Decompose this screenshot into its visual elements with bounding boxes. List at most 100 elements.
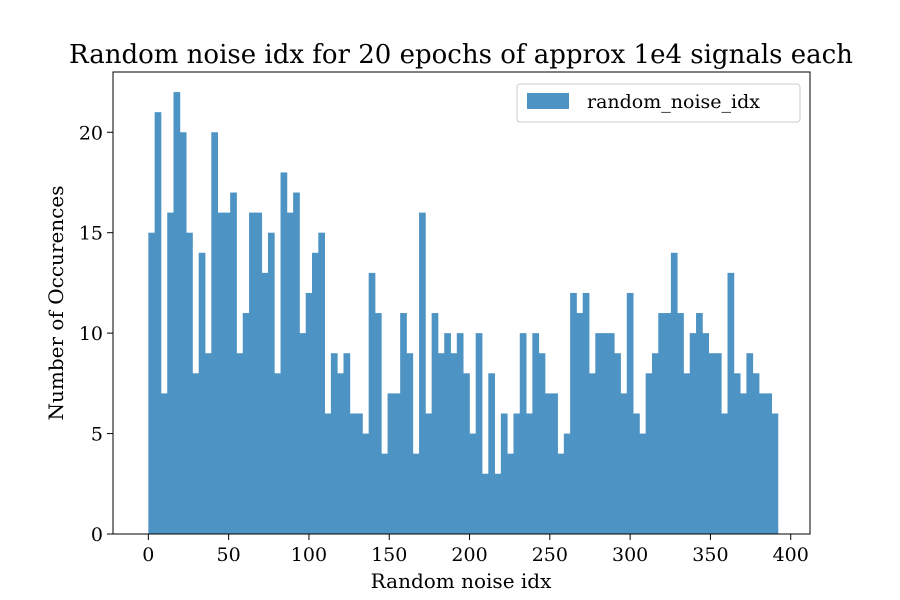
histogram-bar [633,413,640,534]
histogram-bar [658,313,665,534]
histogram-bar [387,393,395,534]
x-axis-label: Random noise idx [371,569,552,593]
histogram-bar [324,413,332,534]
histogram-bar [595,333,603,534]
histogram-bar [475,333,483,534]
histogram-bar [374,313,382,534]
histogram-bar [607,333,615,534]
histogram-bar [261,272,269,534]
histogram-bar [765,393,772,534]
histogram-bar [752,373,760,534]
histogram-bar [500,413,508,534]
histogram-bar [758,393,766,534]
histogram-bar [223,212,231,535]
histogram-bar [507,453,514,534]
x-tick-label: 0 [142,544,154,566]
histogram-bar [437,353,445,534]
legend: random_noise_idx [516,83,801,123]
histogram-bar [198,252,206,534]
legend-swatch [527,93,569,109]
histogram-bar [513,413,521,534]
histogram-bar [425,413,433,534]
histogram-bar [419,212,426,535]
histogram-bar [192,373,200,534]
x-tick-label: 50 [217,544,241,566]
chart-title: Random noise idx for 20 epochs of approx… [69,40,853,70]
histogram-bar [249,212,256,535]
histogram-bar [362,433,370,534]
histogram-bar [343,353,351,534]
histogram-bar [740,393,747,534]
histogram-bar [469,433,477,534]
histogram-bar [576,313,584,534]
histogram-bar [708,353,716,534]
histogram-bar [526,413,533,534]
histogram-bar [217,212,225,535]
histogram-bar [727,272,735,534]
histogram-bar [589,373,596,534]
histogram-bar [677,313,684,534]
histogram-bar [733,373,741,534]
y-axis-label: Number of Occurences [44,186,68,421]
legend-label: random_noise_idx [587,91,760,113]
histogram-bar [696,313,703,534]
histogram-bar [714,353,722,534]
histogram-bar [689,333,697,534]
histogram-bar [431,313,439,534]
histogram-bar [582,292,590,534]
histogram-bar [532,333,540,534]
histogram-bar [305,292,313,534]
x-tick-label: 150 [371,544,407,566]
histogram-bar [337,373,344,534]
x-tick-label: 200 [451,544,487,566]
histogram-bar [293,192,300,534]
histogram-bar [538,353,546,534]
histogram-bar [230,192,237,534]
histogram-bar [167,212,174,535]
histogram-bar [381,453,388,534]
histogram-bar [242,313,250,534]
histogram-bar [444,333,451,534]
legend-box [516,83,801,123]
histogram-bar [570,292,577,534]
histogram-bar [563,433,571,534]
y-tick-label: 15 [79,223,103,245]
histogram-bar [626,292,634,534]
histogram-bar [746,353,754,534]
histogram-bar [620,393,628,534]
histogram-bar [651,353,659,534]
x-axis-ticks: 0 50 100 150 200 250 300 350 400 [142,534,809,566]
plot-frame [112,71,811,535]
x-tick-label: 350 [692,544,728,566]
histogram-bar [160,393,168,534]
histogram-bar [267,232,275,534]
histogram-bar [286,212,294,535]
x-tick-label: 250 [532,544,568,566]
histogram-bar [412,453,420,534]
histogram-bar [771,413,779,534]
histogram-bar [368,272,376,534]
histogram-bar [702,333,710,534]
histogram-bar [406,353,414,534]
histogram-bar [450,353,458,534]
histogram-bar [148,232,156,534]
histogram-bar [236,353,244,534]
histogram-bar [456,333,464,534]
histogram-bar [494,473,502,534]
histogram-bar [211,132,218,534]
x-tick-label: 100 [291,544,327,566]
histogram-bar [280,172,288,534]
histogram-bar [551,393,558,534]
y-tick-label: 10 [79,323,103,345]
histogram-bar [614,353,621,534]
histogram-bar [481,473,489,534]
histogram-bar [670,252,678,534]
histogram-bar [204,353,212,534]
histogram-bar [274,373,281,534]
y-tick-label: 20 [79,122,103,144]
histogram-bar [639,433,647,534]
histogram-bar [186,232,193,534]
histogram-bar [393,393,401,534]
histogram-bar [683,373,691,534]
